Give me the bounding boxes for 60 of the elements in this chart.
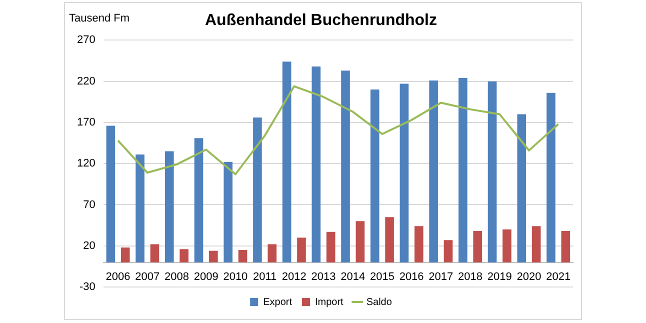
x-tick-label: 2013: [311, 270, 336, 283]
legend-label: Saldo: [366, 296, 392, 308]
bar: [517, 114, 526, 262]
x-tick-label: 2019: [487, 270, 512, 283]
y-tick-label: -30: [79, 281, 96, 294]
bar: [224, 162, 233, 262]
bar: [385, 217, 394, 262]
bar: [429, 80, 438, 262]
bar: [180, 249, 188, 262]
bar: [194, 138, 204, 262]
bar: [488, 81, 497, 262]
bar: [532, 226, 541, 262]
y-tick-label: 120: [76, 158, 96, 170]
bar: [473, 231, 482, 262]
bar: [326, 232, 336, 262]
bar: [356, 221, 365, 262]
y-tick-label: 70: [83, 198, 96, 211]
x-tick-label: 2018: [458, 270, 483, 283]
bar: [120, 248, 130, 262]
bar: [458, 78, 468, 262]
legend-label: Import: [314, 296, 344, 308]
x-tick-label: 2017: [428, 270, 454, 283]
x-tick-label: 2012: [282, 270, 306, 283]
x-tick-label: 2011: [252, 270, 277, 283]
x-tick-label: 2010: [223, 270, 248, 283]
bar: [164, 151, 174, 262]
x-tick-label: 2006: [106, 270, 130, 283]
x-tick-label: 2014: [340, 270, 366, 283]
bar: [502, 229, 512, 262]
bar: [312, 66, 321, 262]
bar: [238, 250, 248, 262]
bar: [400, 84, 409, 262]
y-tick-label: 170: [76, 116, 96, 128]
x-tick-label: 2015: [370, 270, 394, 283]
x-tick-label: 2007: [135, 270, 160, 283]
y-tick-label: 270: [76, 34, 96, 46]
bar: [209, 250, 218, 262]
y-axis-title: Tausend Fm: [69, 12, 130, 25]
bar: [150, 244, 160, 262]
x-tick-label: 2020: [516, 270, 542, 283]
bar: [253, 118, 262, 262]
x-tick-label: 2021: [546, 270, 571, 283]
x-tick-label: 2008: [164, 270, 189, 283]
y-tick-label: 220: [76, 75, 96, 88]
x-tick-label: 2016: [399, 270, 424, 283]
bar: [370, 90, 380, 262]
bar: [136, 154, 144, 262]
bar: [297, 238, 306, 262]
bar: [106, 126, 116, 262]
bar: [341, 70, 350, 262]
bar: [268, 244, 277, 262]
chart-title: Außenhandel Buchenrundholz: [205, 12, 437, 30]
bar: [561, 231, 570, 262]
y-tick-label: 20: [83, 240, 96, 252]
bar: [282, 62, 292, 262]
bar: [414, 226, 424, 262]
bar: [444, 240, 453, 262]
x-tick-label: 2009: [194, 270, 218, 283]
legend-label: Export: [263, 296, 292, 308]
bar: [546, 92, 556, 262]
